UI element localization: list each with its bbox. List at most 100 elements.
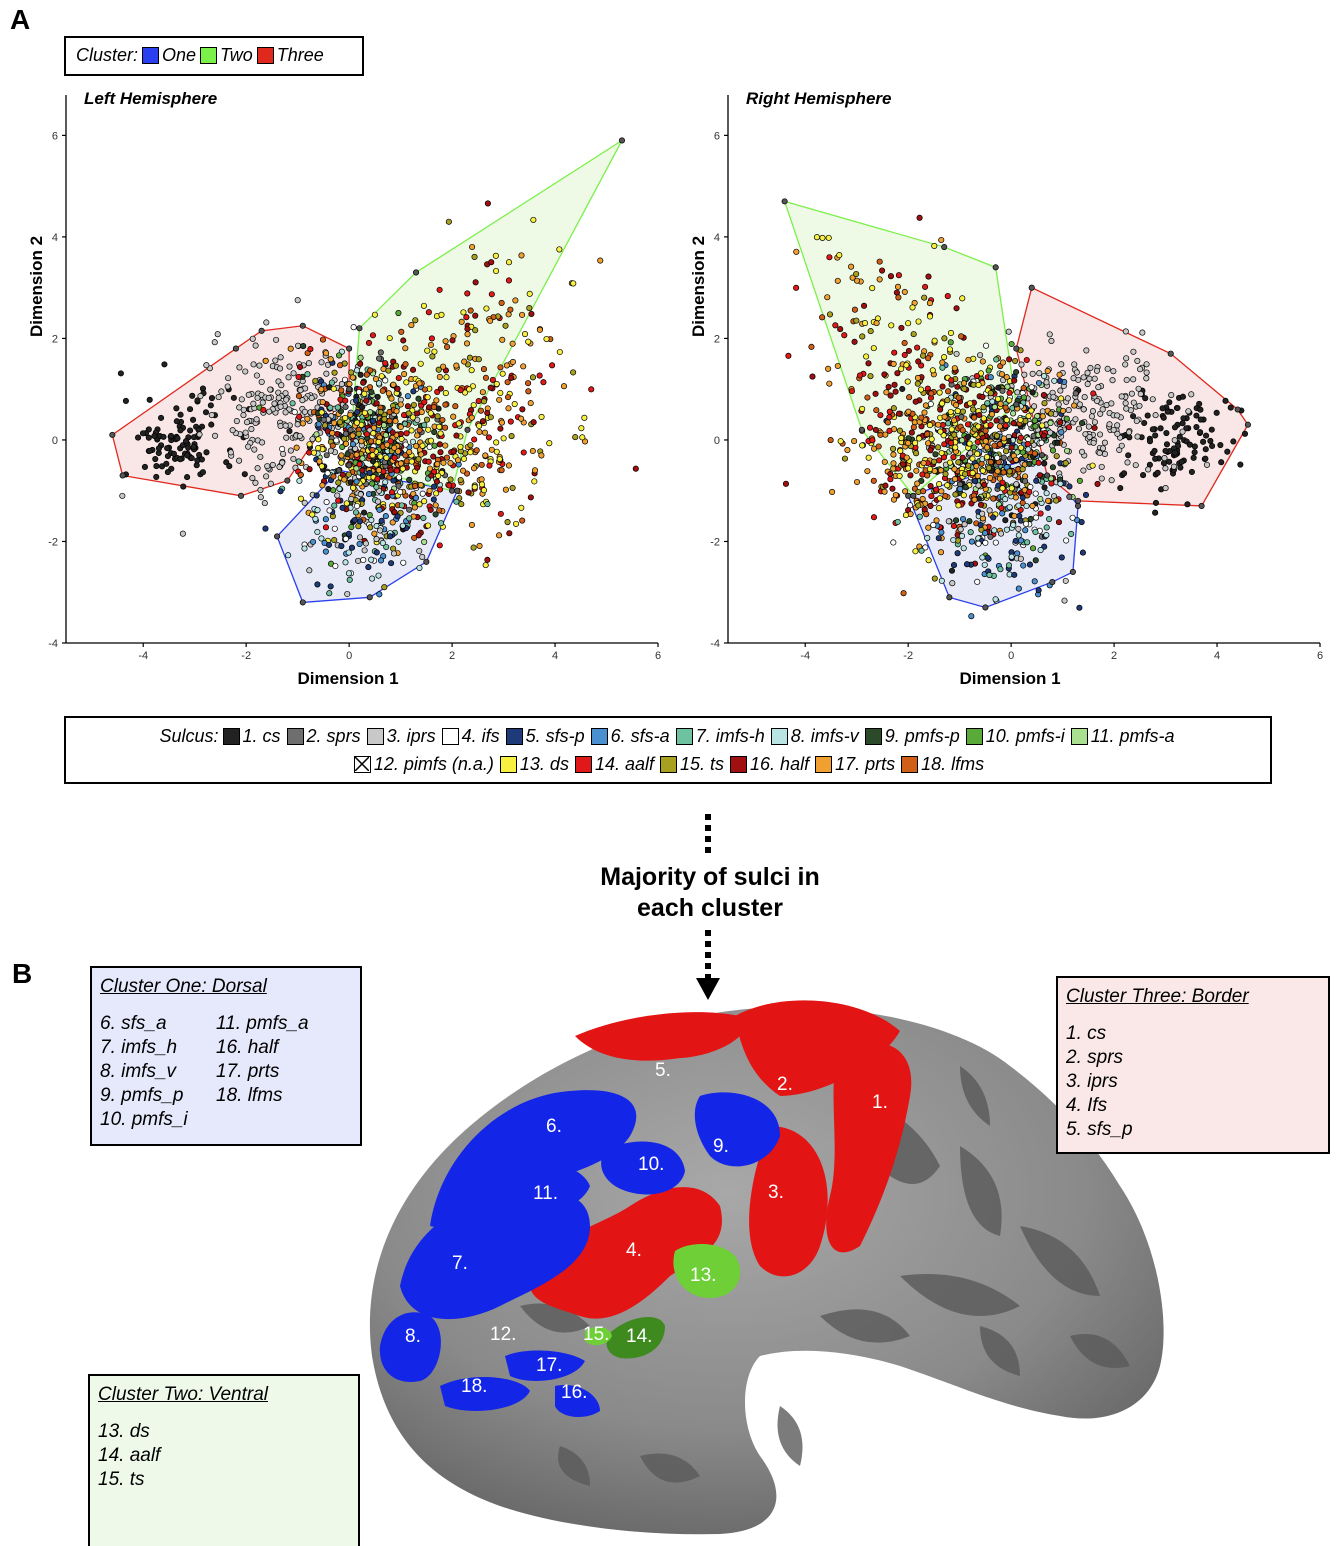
data-point xyxy=(1028,407,1035,414)
data-point xyxy=(160,433,167,440)
data-point xyxy=(1089,408,1097,415)
x-tick-label: 6 xyxy=(655,650,661,662)
cluster-one-heading: Cluster One: Dorsal xyxy=(100,976,267,997)
sulcus-legend-item: 17. prts xyxy=(811,754,895,774)
data-point xyxy=(250,400,257,407)
data-point xyxy=(999,387,1006,394)
data-point xyxy=(853,317,860,324)
data-point xyxy=(470,402,477,409)
data-point xyxy=(388,395,395,402)
data-point xyxy=(1054,439,1061,446)
data-point xyxy=(282,409,289,416)
data-point xyxy=(527,400,534,407)
brain-label-14: 14. xyxy=(626,1326,652,1347)
data-point xyxy=(363,397,370,404)
data-point xyxy=(509,484,516,491)
y-axis-label: Dimension 2 xyxy=(27,236,46,337)
data-point xyxy=(480,366,488,373)
data-point xyxy=(1000,454,1007,461)
data-point xyxy=(1114,422,1121,429)
hull-vertex xyxy=(366,594,373,601)
data-point xyxy=(359,467,366,474)
data-point xyxy=(342,403,349,411)
data-point xyxy=(433,397,440,404)
data-point xyxy=(890,460,897,467)
data-point xyxy=(437,385,444,392)
data-point xyxy=(521,331,529,338)
data-point xyxy=(416,380,423,387)
data-point xyxy=(1149,426,1156,433)
brain-illustration: 1.2.3.4.5.6.7.8.9.10.11.12.13.14.15.16.1… xyxy=(369,1000,1164,1535)
data-point xyxy=(498,299,505,306)
sulcus-swatch xyxy=(965,728,983,745)
data-point xyxy=(481,429,488,436)
data-point xyxy=(982,342,990,349)
data-point xyxy=(992,596,999,603)
data-point xyxy=(408,427,415,434)
data-point xyxy=(1132,462,1139,469)
data-point xyxy=(1143,375,1150,382)
sulcus-label: 14. aalf xyxy=(594,754,654,774)
data-point xyxy=(793,248,800,255)
data-point xyxy=(436,542,443,549)
data-point xyxy=(1137,390,1144,398)
data-point xyxy=(401,420,409,427)
data-point xyxy=(1080,406,1087,413)
data-point xyxy=(330,385,337,392)
data-point xyxy=(233,417,240,425)
data-point xyxy=(527,494,534,501)
cluster-legend: Cluster: One Two Three xyxy=(64,36,364,76)
cluster-list-item: 6. sfs_a xyxy=(100,1013,167,1034)
cluster-swatch-three xyxy=(256,47,274,64)
data-point xyxy=(785,352,792,359)
data-point xyxy=(1058,429,1065,436)
data-point xyxy=(894,283,902,290)
data-point xyxy=(939,383,946,390)
data-point xyxy=(905,439,912,447)
sulcus-label: 15. ts xyxy=(680,754,725,774)
data-point xyxy=(263,473,270,480)
data-point xyxy=(1030,432,1037,439)
data-point xyxy=(997,566,1004,573)
data-point xyxy=(1012,537,1019,544)
data-point xyxy=(1026,460,1033,467)
data-point xyxy=(1036,370,1043,377)
data-point xyxy=(793,284,800,291)
data-point xyxy=(1149,396,1156,403)
data-point xyxy=(1078,448,1086,455)
data-point xyxy=(375,380,383,387)
data-point xyxy=(306,567,313,574)
brain-label-7: 7. xyxy=(452,1253,468,1274)
data-point xyxy=(1011,512,1018,520)
data-point xyxy=(936,481,943,488)
data-point xyxy=(977,501,985,508)
brain-label-8: 8. xyxy=(405,1326,421,1347)
data-point xyxy=(1020,562,1027,569)
sulcus-legend-item: 11. pmfs-a xyxy=(1067,726,1174,746)
data-point xyxy=(841,332,848,339)
data-point xyxy=(1143,369,1150,376)
data-point xyxy=(272,357,279,364)
data-point xyxy=(421,386,428,393)
data-point xyxy=(315,445,322,452)
data-point xyxy=(1230,438,1237,445)
data-point xyxy=(211,339,218,346)
data-point xyxy=(189,392,196,399)
data-point xyxy=(941,413,948,420)
data-point xyxy=(1057,395,1065,402)
data-point xyxy=(151,432,158,439)
data-point xyxy=(1006,389,1013,396)
data-point xyxy=(1023,356,1030,364)
data-point xyxy=(982,539,989,546)
data-point xyxy=(994,395,1002,403)
data-point xyxy=(336,352,343,359)
data-point xyxy=(333,437,340,444)
hull-vertex xyxy=(119,472,126,479)
data-point xyxy=(1197,429,1204,436)
data-point xyxy=(341,476,348,483)
data-point xyxy=(496,532,503,539)
data-point xyxy=(1162,485,1169,492)
data-point xyxy=(367,438,375,445)
data-point xyxy=(1045,497,1052,504)
sulcus-label: 1. cs xyxy=(242,726,281,746)
